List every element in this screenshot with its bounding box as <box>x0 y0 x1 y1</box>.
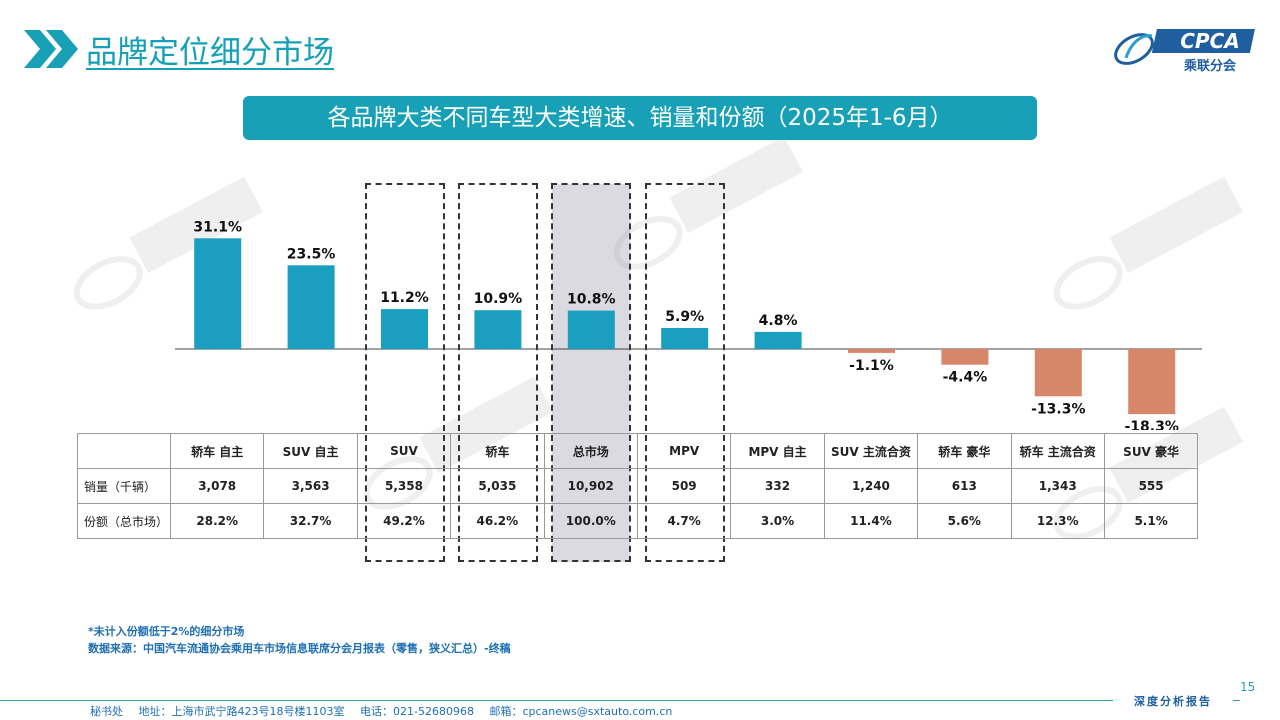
bar <box>941 349 989 365</box>
data-label: 4.8% <box>759 313 798 329</box>
table-cell: 28.2% <box>169 503 265 539</box>
table-cell: 49.2% <box>356 503 452 539</box>
data-label: 10.8% <box>567 292 616 308</box>
footnote: *未计入份额低于2%的细分市场 <box>88 625 245 638</box>
bar <box>474 310 522 349</box>
table-header-cell: 轿车 <box>450 433 545 469</box>
table-cell: 555 <box>1103 468 1199 504</box>
data-table: 轿车 自主 SUV 自主 SUV 轿车 总市场 MPV MPV 自主 SUV 主流合资 轿车 豪… <box>77 433 1199 539</box>
dashed-group-box <box>644 183 725 562</box>
growth-bar-chart: 31.1% 23.5% 11.2% 10.9% 10.8% 5.9% 4.8% -1.1% -4… <box>175 219 1202 430</box>
table-header-cell: SUV 主流合资 <box>823 433 919 469</box>
footer-phone: 电话：021-52680968 <box>360 705 474 718</box>
data-label: -1.1% <box>849 358 894 374</box>
table-header-cell: MPV <box>636 433 732 469</box>
row-label: 销量（千辆） <box>77 468 171 504</box>
table-cell: 509 <box>636 468 732 504</box>
table-header-cell: 轿车 豪华 <box>917 433 1012 469</box>
bar <box>661 328 709 349</box>
data-label: 31.1% <box>193 219 242 235</box>
footer-address: 地址：上海市武宁路423号18号楼1103室 <box>138 705 345 718</box>
dashed-group-box <box>364 183 445 562</box>
table-cell: 4.7% <box>636 503 732 539</box>
bar <box>848 349 895 353</box>
data-source: 数据来源：中国汽车流通协会乘用车市场信息联席分会月报表（零售，狭义汇总）-终稿 <box>88 642 511 655</box>
page-title: 品牌定位细分市场 <box>86 35 334 71</box>
chevron-icon <box>24 30 78 68</box>
table-cell: 5.6% <box>917 503 1012 539</box>
bar <box>381 309 428 349</box>
footer-office: 秘书处 <box>90 705 123 718</box>
footer-divider <box>0 700 1240 701</box>
page-number: 15 <box>1240 680 1256 694</box>
table-header-cell: 轿车 主流合资 <box>1010 433 1105 469</box>
table-header-cell: 总市场 <box>543 433 638 469</box>
footer: 秘书处 地址：上海市武宁路423号18号楼1103室 电话：021-526809… <box>90 703 684 719</box>
bar <box>1034 349 1082 397</box>
logo-text: CPCA <box>1180 29 1240 53</box>
table-header-cell: SUV 豪华 <box>1103 433 1199 469</box>
table-header-cell: MPV 自主 <box>730 433 825 469</box>
logo-subtitle: 乘联分会 <box>1183 58 1237 74</box>
table-corner <box>77 433 171 469</box>
table-row: 销量（千辆） 3,078 3,563 5,358 5,035 10,902 509 332 1,… <box>77 468 1199 504</box>
bar <box>194 238 242 349</box>
bar <box>1128 349 1176 415</box>
table-cell: 3.0% <box>730 503 825 539</box>
data-label: 11.2% <box>380 290 429 306</box>
data-label: 23.5% <box>287 246 336 262</box>
table-cell: 32.7% <box>263 503 358 539</box>
table-cell: 613 <box>917 468 1012 504</box>
data-label: 10.9% <box>474 291 523 307</box>
table-cell: 12.3% <box>1010 503 1105 539</box>
notes: *未计入份额低于2%的细分市场 数据来源：中国汽车流通协会乘用车市场信息联席分会… <box>88 623 511 657</box>
table-cell: 10,902 <box>543 468 638 504</box>
table-cell: 5.1% <box>1103 503 1199 539</box>
table-cell: 3,078 <box>169 468 265 504</box>
report-label: 深度分析报告 <box>1113 693 1233 708</box>
table-row: 份额（总市场） 28.2% 32.7% 49.2% 46.2% 100.0% 4.7% 3.0… <box>77 503 1199 539</box>
table-header-cell: SUV <box>356 433 452 469</box>
row-label: 份额（总市场） <box>77 503 171 539</box>
table-cell: 5,035 <box>450 468 545 504</box>
cpca-logo-icon: CPCA 乘联分会 <box>1114 29 1255 74</box>
dashed-group-box <box>551 183 632 562</box>
table-cell: 46.2% <box>450 503 545 539</box>
table-cell: 5,358 <box>356 468 452 504</box>
bar <box>287 265 335 349</box>
data-label: -18.3% <box>1125 419 1179 430</box>
table-cell: 332 <box>730 468 825 504</box>
table-cell: 11.4% <box>823 503 919 539</box>
table-cell: 1,343 <box>1010 468 1105 504</box>
chart-title-banner: 各品牌大类不同车型大类增速、销量和份额（2025年1-6月） <box>243 96 1037 140</box>
bar <box>754 331 802 349</box>
table-header-cell: SUV 自主 <box>263 433 358 469</box>
table-cell: 3,563 <box>263 468 358 504</box>
footer-email: 邮箱：cpcanews@sxtauto.com.cn <box>489 705 673 718</box>
table-cell: 1,240 <box>823 468 919 504</box>
table-cell: 100.0% <box>543 503 638 539</box>
table-header-cell: 轿车 自主 <box>169 433 265 469</box>
data-label: -13.3% <box>1031 401 1085 417</box>
bar <box>567 310 615 349</box>
dashed-group-box <box>457 183 538 562</box>
data-label: -4.4% <box>943 370 988 386</box>
data-label: 5.9% <box>665 309 704 325</box>
